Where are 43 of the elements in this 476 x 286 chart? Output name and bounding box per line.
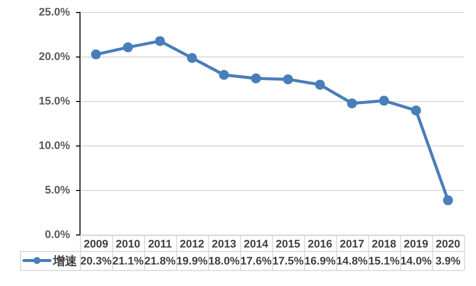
point — [347, 98, 357, 108]
point — [123, 42, 133, 52]
point — [379, 96, 389, 106]
x-tick-label: 2016 — [308, 238, 332, 251]
data-label: 18.0% — [208, 256, 240, 268]
y-tick-label: 15.0% — [38, 96, 70, 108]
y-tick-label: 5.0% — [44, 184, 70, 197]
x-tick-label: 2019 — [404, 238, 428, 251]
data-label: 14.8% — [336, 256, 368, 268]
y-tick-label: 10.0% — [38, 140, 70, 152]
data-label: 14.0% — [400, 256, 432, 268]
legend-label: 增速 — [52, 254, 78, 268]
x-tick-label: 2018 — [372, 238, 396, 251]
data-label: 17.6% — [240, 256, 272, 268]
data-label: 15.1% — [368, 256, 400, 268]
point — [443, 195, 453, 206]
point — [219, 70, 229, 80]
point — [315, 80, 325, 90]
data-label: 21.1% — [112, 256, 144, 268]
point — [283, 74, 293, 84]
x-tick-label: 2013 — [212, 238, 236, 251]
data-label: 3.9% — [435, 256, 461, 268]
x-tick-label: 2017 — [340, 238, 364, 251]
x-tick-label: 2015 — [276, 238, 300, 251]
point — [155, 36, 165, 46]
x-tick-label: 2011 — [148, 238, 172, 251]
point — [251, 73, 261, 84]
x-tick-label: 2009 — [84, 238, 108, 251]
y-tick-label: 20.0% — [38, 51, 70, 64]
data-label: 17.5% — [272, 256, 304, 268]
x-tick-label: 2010 — [116, 238, 140, 251]
x-tick-label: 2012 — [180, 238, 204, 251]
data-label: 21.8% — [144, 256, 176, 268]
data-label: 20.3% — [80, 256, 112, 268]
y-tick-label: 25.0% — [38, 6, 70, 19]
x-tick-label: 2020 — [436, 238, 460, 251]
data-label: 16.9% — [304, 256, 336, 268]
point — [411, 105, 421, 116]
data-label: 19.9% — [176, 256, 208, 268]
x-tick-label: 2014 — [244, 238, 270, 251]
y-tick-label: 0.0% — [44, 229, 70, 242]
point — [91, 49, 101, 60]
point — [187, 52, 197, 63]
